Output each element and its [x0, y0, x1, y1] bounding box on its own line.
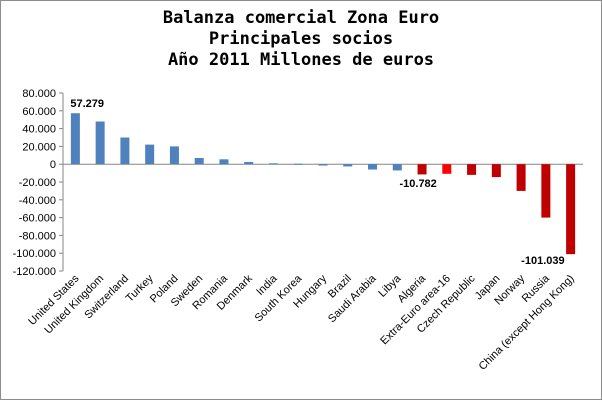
title-line-1: Balanza comercial Zona Euro — [162, 8, 440, 28]
bar-13 — [368, 164, 378, 170]
bar-1 — [70, 113, 80, 165]
bar-6 — [194, 157, 204, 165]
bar-11 — [318, 164, 328, 166]
bar-20 — [541, 164, 551, 218]
y-tick-label: 0 — [50, 159, 56, 171]
bar-4 — [145, 144, 155, 165]
bar-21 — [566, 164, 576, 255]
y-tick-label: -100.000 — [13, 248, 56, 260]
y-tick-label: 80.000 — [22, 88, 56, 100]
bar-16 — [442, 164, 452, 174]
y-tick-label: 60.000 — [22, 106, 56, 118]
bar-10 — [293, 163, 303, 165]
chart-title: Balanza comercial Zona Euro Principales … — [0, 8, 602, 71]
bar-14 — [392, 164, 402, 171]
bar-15 — [417, 164, 427, 175]
data-label: 57.279 — [70, 98, 104, 110]
bar-17 — [467, 164, 477, 175]
title-line-3: Año 2011 Millones de euros — [167, 50, 435, 70]
bar-18 — [491, 164, 501, 178]
y-tick-label: -120.000 — [13, 266, 56, 278]
data-label: -10.782 — [399, 178, 436, 190]
bar-3 — [120, 137, 130, 165]
y-tick-label: -40.000 — [19, 195, 56, 207]
bar-19 — [516, 164, 526, 191]
bar-12 — [343, 164, 353, 167]
bar-9 — [268, 163, 278, 165]
bar-7 — [219, 159, 229, 165]
y-tick-label: -60.000 — [19, 213, 56, 225]
bar-2 — [95, 121, 105, 165]
bar-8 — [244, 161, 254, 165]
data-label: -101.039 — [521, 255, 564, 267]
title-line-2: Principales socios — [208, 29, 394, 49]
bar-5 — [169, 146, 179, 165]
y-tick-label: 20.000 — [22, 141, 56, 153]
y-tick-label: -20.000 — [19, 177, 56, 189]
y-tick-label: 40.000 — [22, 124, 56, 136]
y-tick-label: -80.000 — [19, 230, 56, 242]
